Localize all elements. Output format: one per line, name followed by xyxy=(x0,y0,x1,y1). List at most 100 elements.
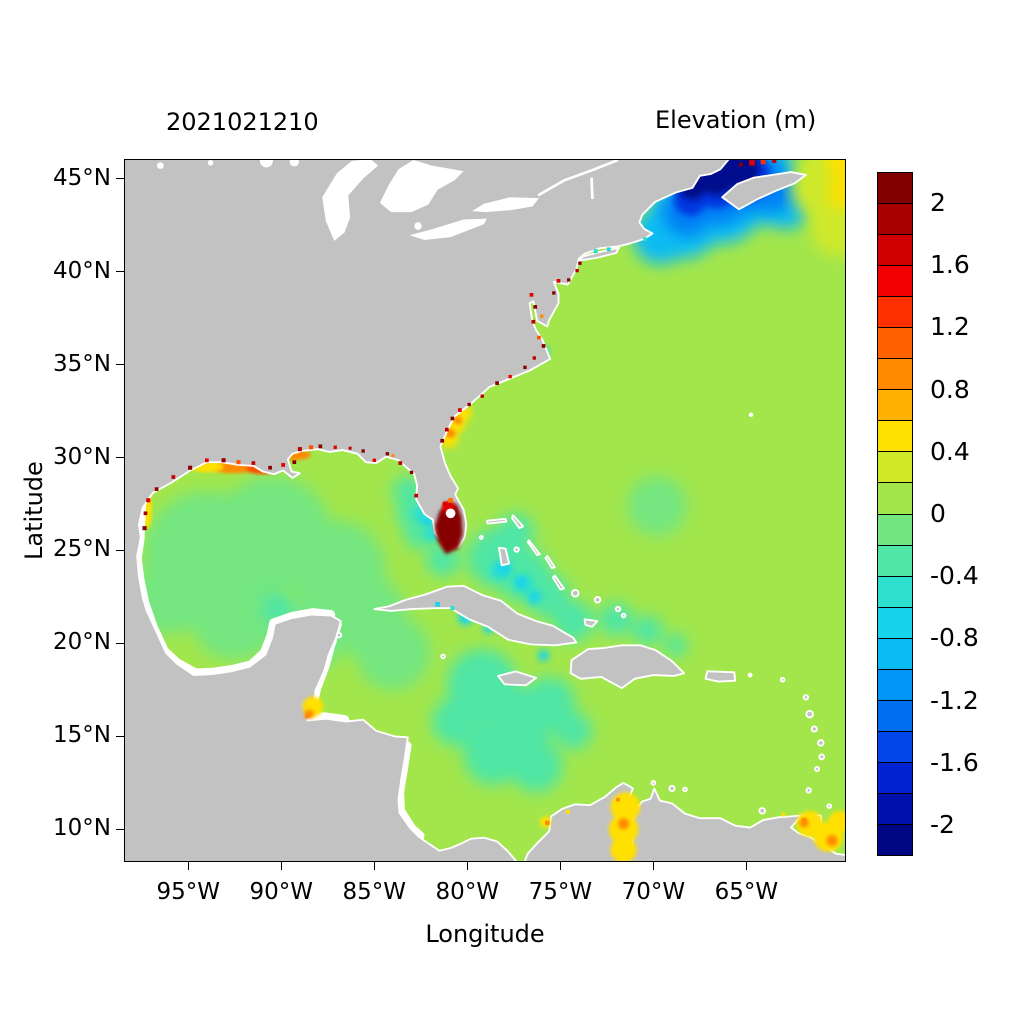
colorbar-segment xyxy=(878,482,912,514)
virgin-islands xyxy=(747,672,753,677)
hotspot-speckle xyxy=(348,446,352,450)
x-tick-mark xyxy=(280,862,283,870)
small-lake xyxy=(289,159,299,167)
y-tick-label: 10°N xyxy=(53,815,111,842)
landmass xyxy=(124,159,845,861)
lake-champlain xyxy=(589,177,594,199)
timestamp-title: 2021021210 xyxy=(166,108,319,136)
x-tick-mark xyxy=(652,862,655,870)
colorbar-segment xyxy=(878,575,912,607)
lake-okeechobee xyxy=(445,507,455,518)
colorbar-segment xyxy=(878,389,912,421)
small-lake-2 xyxy=(156,161,164,169)
cozumel xyxy=(335,631,342,638)
mayaguana xyxy=(593,595,601,603)
lake-erie xyxy=(409,218,487,240)
hotspot-speckle xyxy=(480,393,484,398)
x-tick-label: 70°W xyxy=(621,879,686,905)
hotspot-speckle xyxy=(565,809,570,814)
hotspot-speckle xyxy=(532,355,536,360)
hotspot-speckle xyxy=(444,427,449,431)
y-tick-label: 25°N xyxy=(53,536,111,563)
colorbar-tick-label: 1.2 xyxy=(930,312,970,342)
hotspot-speckle xyxy=(536,335,541,339)
colorbar-tick-label: -0.8 xyxy=(930,623,979,653)
colorbar-segment xyxy=(878,544,912,576)
colorbar-tick-label: -2 xyxy=(930,809,955,839)
jamaica xyxy=(496,669,537,686)
hotspot-speckle xyxy=(235,459,241,464)
x-tick-mark xyxy=(559,862,562,870)
colorbar-segment xyxy=(878,606,912,638)
grand-cayman xyxy=(439,653,446,659)
st-lawrence-river xyxy=(536,159,618,196)
st-martin xyxy=(779,676,785,682)
hotspot-speckle xyxy=(450,416,454,420)
colorbar-segment xyxy=(878,451,912,483)
y-tick-mark xyxy=(116,363,124,366)
hotspot-speckle xyxy=(541,343,545,348)
colorbar-segment xyxy=(878,420,912,452)
y-tick-mark xyxy=(116,177,124,180)
hotspot-speckle xyxy=(507,374,512,378)
hotspot-speckle xyxy=(297,446,302,451)
crooked-island xyxy=(570,588,580,598)
y-axis-title: Latitude xyxy=(20,461,48,560)
hotspot-speckle xyxy=(447,497,453,503)
y-tick-mark xyxy=(116,735,124,738)
grand-bahama xyxy=(485,517,507,524)
bimini xyxy=(478,534,484,540)
x-axis-title: Longitude xyxy=(425,920,545,948)
hotspot-speckle xyxy=(145,497,150,502)
hotspot-speckle xyxy=(251,460,255,465)
andros xyxy=(497,546,510,566)
caicos-island xyxy=(620,612,626,618)
florida-surge-blob xyxy=(434,502,463,554)
new-providence xyxy=(512,545,520,553)
colorbar-segment xyxy=(878,234,912,266)
y-tick-mark xyxy=(116,828,124,831)
curacao xyxy=(667,784,676,792)
colorbar-tick-label: -1.6 xyxy=(930,747,979,777)
hotspot-speckle xyxy=(593,248,598,253)
bonaire xyxy=(681,786,688,792)
colorbar-segment xyxy=(878,730,912,762)
y-tick-mark xyxy=(116,270,124,273)
hotspot-speckle xyxy=(801,817,806,822)
hotspot-speckle xyxy=(522,365,527,369)
hotspot-speckle xyxy=(606,246,611,251)
colorbar-segment xyxy=(878,296,912,328)
coastal-speckles xyxy=(141,159,806,825)
hotspot-speckle xyxy=(397,460,402,465)
hotspot-speckle xyxy=(551,290,556,295)
hotspot-speckle xyxy=(372,458,376,462)
hotspot-speckle xyxy=(304,713,309,718)
colorbar-segment xyxy=(878,823,912,856)
lakes xyxy=(156,159,594,241)
x-tick-label: 90°W xyxy=(249,879,314,905)
x-tick-mark xyxy=(466,862,469,870)
ne-corner-yellow xyxy=(825,159,845,208)
hotspot-speckle xyxy=(333,445,337,449)
small-lake-3 xyxy=(207,159,213,166)
hotspot-speckle xyxy=(529,292,533,297)
hotspot-speckle xyxy=(539,314,543,318)
hispaniola xyxy=(569,643,685,689)
y-tick-mark xyxy=(116,549,124,552)
hotspot-speckle xyxy=(280,462,285,467)
hotspot-speckle xyxy=(531,319,535,324)
colorbar-tick-label: 1.6 xyxy=(930,250,970,280)
hotspot-speckle xyxy=(291,459,296,464)
hotspot-speckle xyxy=(409,470,413,474)
colorbar-tick-label: 0 xyxy=(930,499,946,528)
hotspot-speckle xyxy=(171,474,175,479)
south-america-land xyxy=(523,781,845,861)
hotspot-speckle xyxy=(442,501,447,506)
antigua xyxy=(802,693,809,701)
hotspot-speckle xyxy=(439,438,444,443)
lake-huron xyxy=(379,159,464,212)
hotspot-speckle xyxy=(566,277,570,282)
aruba xyxy=(650,779,656,786)
tobago xyxy=(825,802,832,809)
